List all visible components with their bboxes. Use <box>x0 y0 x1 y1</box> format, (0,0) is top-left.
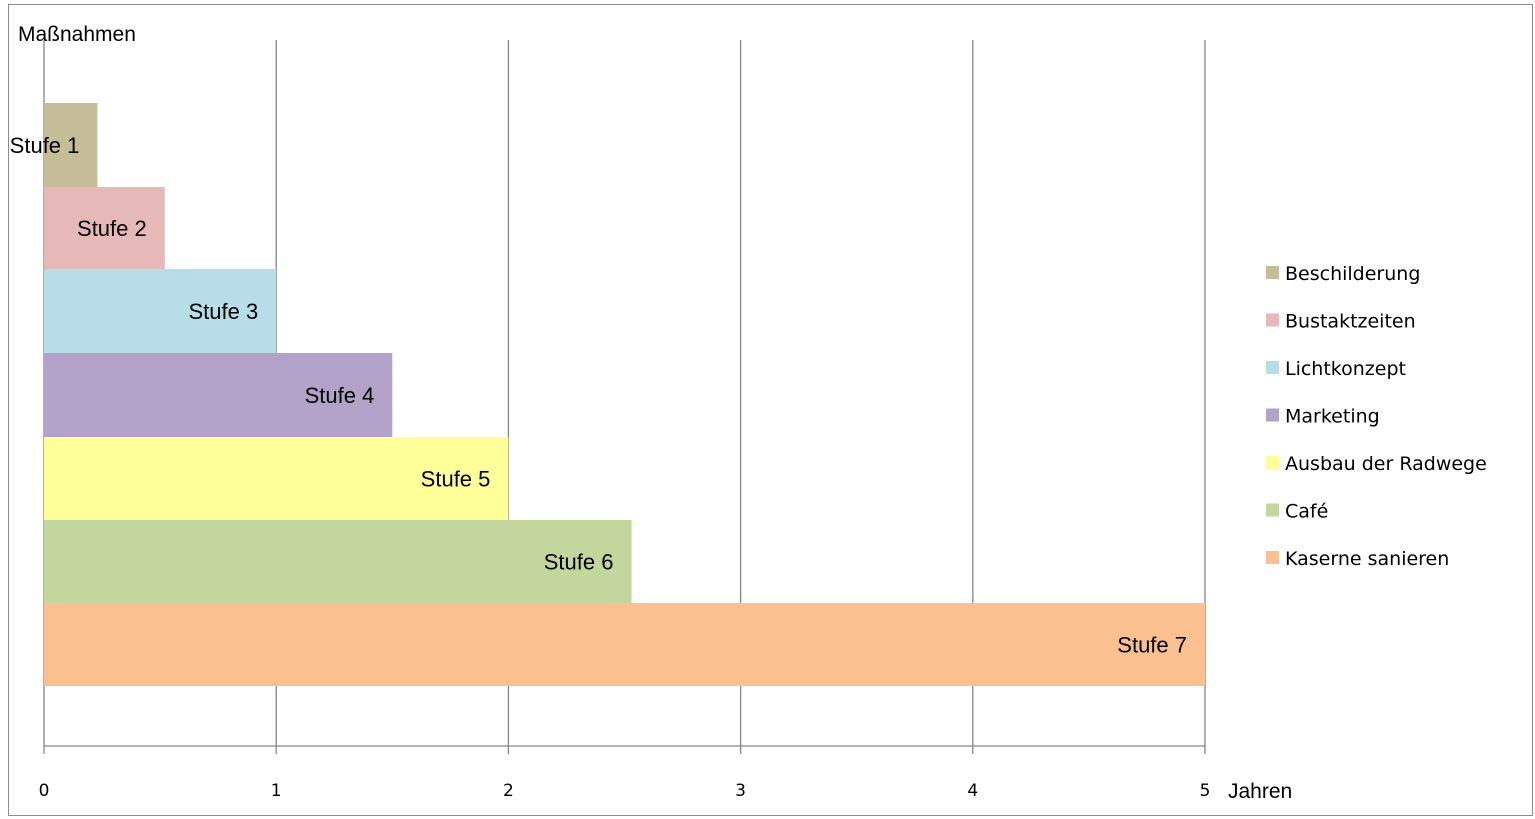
x-tick-label-3: 3 <box>735 781 746 801</box>
legend-swatch-6 <box>1266 503 1279 517</box>
bar-1 <box>44 103 98 187</box>
x-axis <box>43 745 1206 754</box>
bar-6 <box>44 520 632 603</box>
x-tick-label-2: 2 <box>503 781 514 801</box>
bar-labels: Stufe 1 Stufe 2 Stufe 3 Stufe 4 Stufe 5 Stufe… <box>10 133 1187 658</box>
bars <box>44 103 1205 686</box>
legend-label-4: Marketing <box>1285 406 1380 428</box>
bar-5 <box>44 437 509 520</box>
bar-4 <box>44 353 393 437</box>
legend-label-6: Café <box>1285 501 1328 523</box>
x-tick-label-4: 4 <box>967 781 978 801</box>
bar-label-4: Stufe 4 <box>305 383 375 408</box>
bar-3 <box>44 269 277 353</box>
legend-label-2: Bustaktzeiten <box>1285 311 1416 333</box>
legend-label-7: Kaserne sanieren <box>1285 548 1449 570</box>
legend-label-5: Ausbau der Radwege <box>1285 453 1487 475</box>
x-tick-label-5: 5 <box>1200 781 1211 801</box>
legend-swatch-1 <box>1266 266 1279 279</box>
x-tick-label-1: 1 <box>271 781 282 801</box>
legend-swatch-3 <box>1266 361 1279 374</box>
y-axis-title: Maßnahmen <box>18 23 136 46</box>
legend-swatch-4 <box>1266 408 1279 422</box>
bar-label-6: Stufe 6 <box>544 550 614 575</box>
legend: Beschilderung Bustaktzeiten Lichtkonzept Ma… <box>1266 263 1487 570</box>
x-tick-label-0: 0 <box>39 781 50 801</box>
legend-label-3: Lichtkonzept <box>1285 358 1406 380</box>
bar-label-7: Stufe 7 <box>1117 633 1187 658</box>
legend-swatch-7 <box>1266 551 1279 564</box>
bar-label-2: Stufe 2 <box>77 216 147 241</box>
bar-label-5: Stufe 5 <box>421 467 491 492</box>
bar-label-1: Stufe 1 <box>10 133 80 158</box>
bar-2 <box>44 187 165 269</box>
bar-7 <box>44 603 1205 686</box>
bar-label-3: Stufe 3 <box>188 299 258 324</box>
legend-label-1: Beschilderung <box>1285 263 1420 285</box>
x-tick-labels: 0 1 2 3 4 5 <box>39 781 1211 801</box>
x-axis-title: Jahren <box>1228 780 1292 803</box>
legend-swatch-5 <box>1266 456 1279 469</box>
legend-swatch-2 <box>1266 313 1279 327</box>
